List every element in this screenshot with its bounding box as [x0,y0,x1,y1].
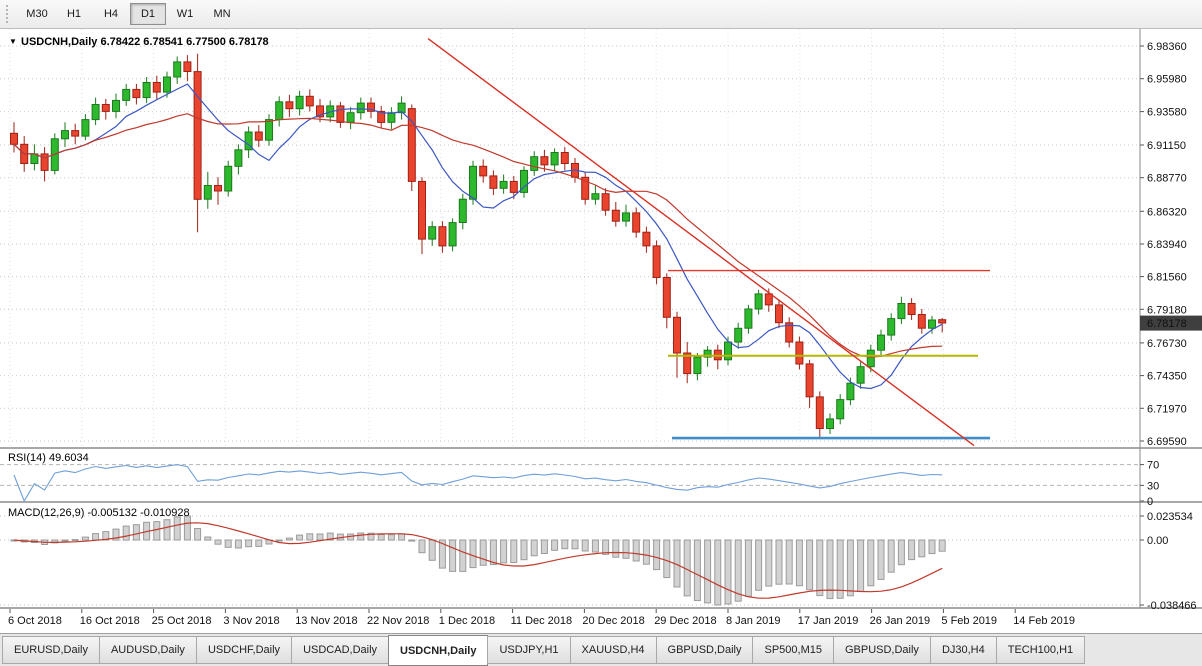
main-grid [0,29,1140,447]
macd-histogram [10,515,946,606]
timeframe-button-h4[interactable]: H4 [103,8,119,20]
chart-tab-usdjpy-h1[interactable]: USDJPY,H1 [487,636,571,664]
svg-text:14 Feb 2019: 14 Feb 2019 [1013,615,1075,627]
svg-text:6.83940: 6.83940 [1147,239,1187,251]
rsi-line [13,464,943,503]
svg-text:6.98360: 6.98360 [1147,41,1187,53]
macd-label: MACD(12,26,9) -0.005132 -0.010928 [8,507,190,519]
chart-tab-gbpusd-daily[interactable]: GBPUSD,Daily [832,636,931,664]
svg-text:26 Jan 2019: 26 Jan 2019 [870,615,931,627]
svg-text:1 Dec 2018: 1 Dec 2018 [439,615,495,627]
svg-text:6.88770: 6.88770 [1147,173,1187,185]
svg-text:5 Feb 2019: 5 Feb 2019 [941,615,997,627]
chart-tab-usdcad-daily[interactable]: USDCAD,Daily [291,636,390,664]
current-price-badge: 6.78178 [1140,315,1202,331]
svg-text:8 Jan 2019: 8 Jan 2019 [726,615,780,627]
svg-text:16 Oct 2018: 16 Oct 2018 [80,615,140,627]
svg-text:20 Dec 2018: 20 Dec 2018 [582,615,644,627]
chart-tab-tech100-h1[interactable]: TECH100,H1 [995,636,1086,664]
rsi-label: RSI(14) 49.6034 [8,452,89,464]
timeframe-button-mn[interactable]: MN [213,8,231,20]
chart-tab-sp500-m15[interactable]: SP500,M15 [752,636,834,664]
svg-text:6.93580: 6.93580 [1147,107,1187,119]
svg-text:0: 0 [1147,496,1153,508]
svg-text:0.023534: 0.023534 [1147,511,1193,523]
svg-text:0.00: 0.00 [1147,535,1168,547]
chart-tab-eurusd-daily[interactable]: EURUSD,Daily [2,636,100,664]
chart-tab-gbpusd-daily[interactable]: GBPUSD,Daily [655,636,754,664]
timeframe-toolbar: M30 H1 H4 D1 W1 MN [0,0,1202,29]
panel-dividers[interactable] [0,447,1202,609]
svg-text:6.78178: 6.78178 [1147,318,1187,330]
chart-window[interactable]: 70 30 0 0.023534 0.00 -0.038466 6 Oct 2018 16 O… [0,29,1202,633]
toolbar-grip[interactable] [6,5,12,23]
svg-text:30: 30 [1147,480,1159,492]
symbol-tabbar: EURUSD,Daily AUDUSD,Daily USDCHF,Daily USDC… [0,633,1202,666]
svg-text:6.95980: 6.95980 [1147,74,1187,86]
svg-text:17 Jan 2019: 17 Jan 2019 [798,615,859,627]
chart-tab-usdcnh-daily[interactable]: USDCNH,Daily [388,635,489,666]
svg-text:6.86320: 6.86320 [1147,206,1187,218]
svg-text:29 Dec 2018: 29 Dec 2018 [654,615,716,627]
chart-tab-xauusd-h4[interactable]: XAUUSD,H4 [569,636,657,664]
svg-text:13 Nov 2018: 13 Nov 2018 [295,615,357,627]
timeframe-button-m30[interactable]: M30 [26,8,48,20]
svg-text:3 Nov 2018: 3 Nov 2018 [223,615,279,627]
chart-tab-usdchf-daily[interactable]: USDCHF,Daily [195,636,293,664]
svg-text:6.91150: 6.91150 [1147,140,1186,152]
macd-panel: 0.023534 0.00 -0.038466 [0,511,1197,612]
chart-title: USDCNH,Daily 6.78422 6.78541 6.77500 6.7… [21,36,269,48]
svg-text:11 Dec 2018: 11 Dec 2018 [511,615,573,627]
svg-text:6.81560: 6.81560 [1147,272,1187,284]
svg-text:6.71970: 6.71970 [1147,403,1187,415]
descending-trendline[interactable] [427,38,975,447]
chart-tab-audusd-daily[interactable]: AUDUSD,Daily [98,636,197,664]
svg-text:-0.038466: -0.038466 [1147,600,1197,612]
svg-text:6.76730: 6.76730 [1147,338,1187,350]
timeframe-button-h1[interactable]: H1 [66,8,82,20]
timeframe-button-d1[interactable]: D1 [130,3,166,25]
macd-signal-line [13,522,943,599]
svg-text:6.79180: 6.79180 [1147,304,1187,316]
rsi-panel: 70 30 0 [0,460,1159,508]
chart-area[interactable]: 70 30 0 0.023534 0.00 -0.038466 6 Oct 2018 16 O… [0,29,1202,633]
collapse-icon[interactable]: ▼ [9,37,17,46]
timeframe-button-w1[interactable]: W1 [176,8,194,20]
svg-text:6.74350: 6.74350 [1147,371,1187,383]
svg-text:6.69590: 6.69590 [1147,436,1187,448]
candlestick-series [10,53,947,439]
ma-slow-line [13,113,943,358]
svg-text:6 Oct 2018: 6 Oct 2018 [8,615,62,627]
svg-text:70: 70 [1147,460,1159,472]
price-axis[interactable]: 6.98360 6.95980 6.93580 6.91150 6.88770 6.863… [1140,41,1202,448]
date-axis[interactable]: 6 Oct 2018 16 Oct 2018 25 Oct 2018 3 Nov 20… [8,609,1075,627]
ma-fast-line [13,83,943,390]
chart-tab-dj30-h4[interactable]: DJ30,H4 [929,636,997,664]
svg-text:25 Oct 2018: 25 Oct 2018 [152,615,212,627]
svg-text:22 Nov 2018: 22 Nov 2018 [367,615,429,627]
